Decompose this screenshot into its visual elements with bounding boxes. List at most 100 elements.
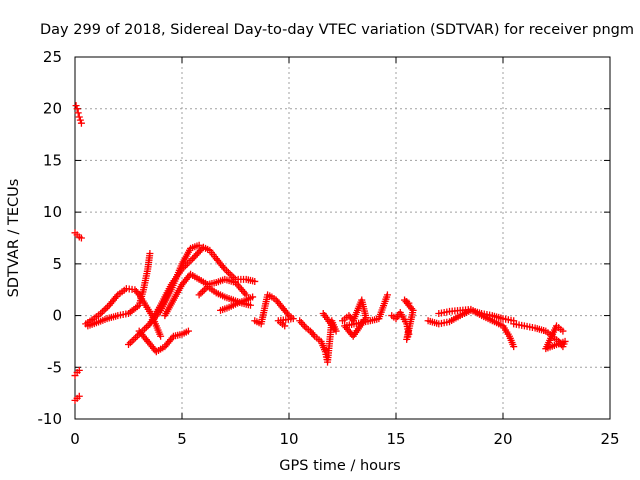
data-point-interp [409, 309, 417, 317]
data-point-interp [130, 335, 138, 343]
plot-frame [74, 56, 611, 420]
data-point [77, 234, 85, 242]
data-point-interp [315, 336, 323, 344]
data-point-interp [528, 323, 536, 331]
data-point-interp [443, 318, 451, 326]
data-point-interp [193, 274, 201, 282]
data-point-interp [486, 316, 494, 324]
x-tick-label: 15 [386, 430, 405, 448]
data-points [71, 102, 569, 404]
data-point-interp [497, 314, 505, 322]
data-point-interp [464, 306, 472, 314]
data-point-interp [132, 334, 140, 342]
data-point-interp [133, 332, 141, 340]
data-point-interp [142, 323, 150, 331]
x-tick-label: 0 [70, 430, 80, 448]
data-point-interp [443, 308, 451, 316]
ticks: 0 5 10 15 20 25 -10 -5 0 5 10 15 20 25 [38, 48, 620, 448]
grid [75, 57, 610, 419]
data-point-interp [241, 289, 249, 297]
data-point-interp [159, 344, 167, 352]
data-point [75, 113, 83, 121]
data-point-interp [223, 304, 231, 312]
data-point-interp [168, 298, 176, 306]
data-point [72, 102, 80, 110]
data-point-interp [270, 295, 278, 303]
data-point-interp [196, 247, 204, 255]
data-point-interp [249, 277, 257, 285]
data-point-interp [177, 282, 185, 290]
y-tick-label: 20 [43, 100, 62, 118]
data-point-interp [362, 311, 370, 319]
data-point [195, 291, 203, 299]
data-point-interp [155, 303, 163, 311]
data-point [125, 341, 132, 349]
data-point-interp [197, 289, 205, 297]
data-point [75, 392, 83, 400]
data-point [75, 366, 83, 374]
data-point-interp [240, 297, 248, 305]
data-point-interp [301, 322, 309, 330]
data-point-interp [210, 279, 218, 287]
data-point-interp [383, 293, 391, 301]
data-point-interp [101, 316, 109, 324]
x-tick-label: 5 [177, 430, 187, 448]
data-point-interp [133, 303, 141, 311]
data-point-interp [246, 294, 254, 302]
data-point-interp [304, 326, 312, 334]
data-point-interp [497, 321, 505, 329]
data-point-interp [353, 308, 361, 316]
y-axis-label: SDTVAR / TECUs [6, 179, 22, 298]
data-point-interp [504, 330, 512, 338]
data-point-interp [112, 312, 120, 320]
data-point-interp [223, 267, 231, 275]
data-point-interp [284, 310, 292, 318]
data-point-interp [557, 325, 565, 333]
data-point-interp [90, 320, 98, 328]
x-tick-label: 10 [279, 430, 298, 448]
data-point-interp [219, 263, 227, 271]
data-point-interp [100, 306, 108, 314]
data-point-interp [122, 310, 130, 318]
data-point-interp [168, 334, 176, 342]
data-point-interp [146, 252, 154, 260]
data-point-interp [219, 292, 227, 300]
y-tick-label: 15 [43, 151, 62, 169]
y-tick-label: -5 [47, 358, 62, 376]
data-point-interp [226, 270, 234, 278]
data-point-interp [540, 326, 548, 334]
data-point [77, 119, 85, 127]
data-point-interp [199, 288, 207, 296]
data-point-interp [128, 337, 136, 345]
data-point [74, 109, 82, 117]
data-point-interp [95, 311, 103, 319]
y-tick-label: 10 [43, 203, 62, 221]
data-point [73, 105, 81, 113]
data-point-interp [210, 287, 218, 295]
data-point-interp [224, 268, 232, 276]
y-tick-label: 0 [52, 307, 62, 325]
data-point-interp [192, 251, 200, 259]
data-point-interp [266, 292, 274, 300]
data-point-interp [193, 242, 201, 250]
data-point-interp [507, 316, 515, 324]
data-point-interp [195, 248, 203, 256]
data-point-interp [139, 288, 147, 296]
data-point-interp [364, 317, 372, 325]
data-point-interp [166, 283, 174, 291]
data-point-interp [518, 321, 526, 329]
x-tick-label: 25 [600, 430, 619, 448]
data-point-interp [475, 310, 483, 318]
data-point-interp [454, 313, 462, 321]
data-point-interp [112, 293, 120, 301]
data-point-interp [187, 256, 195, 264]
data-point-interp [104, 303, 112, 311]
data-point-interp [309, 331, 317, 339]
y-tick-label: -10 [38, 410, 63, 428]
data-point-interp [227, 295, 235, 303]
data-point-interp [176, 331, 184, 339]
data-point-interp [190, 253, 198, 261]
data-point-interp [98, 308, 106, 316]
x-axis-label: GPS time / hours [279, 458, 400, 474]
